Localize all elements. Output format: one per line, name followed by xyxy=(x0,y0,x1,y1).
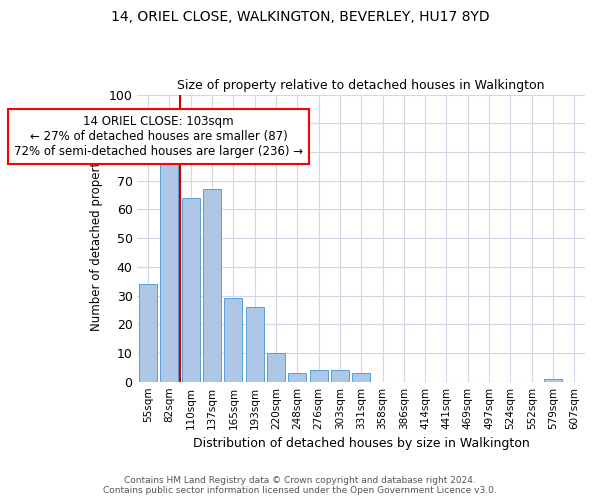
Bar xyxy=(139,284,157,382)
Bar xyxy=(331,370,349,382)
Text: 14 ORIEL CLOSE: 103sqm
← 27% of detached houses are smaller (87)
72% of semi-det: 14 ORIEL CLOSE: 103sqm ← 27% of detached… xyxy=(14,114,303,158)
Title: Size of property relative to detached houses in Walkington: Size of property relative to detached ho… xyxy=(178,79,545,92)
Bar xyxy=(245,307,264,382)
Bar xyxy=(288,373,307,382)
Bar xyxy=(352,373,370,382)
Bar xyxy=(267,353,285,382)
Bar xyxy=(203,190,221,382)
Y-axis label: Number of detached properties: Number of detached properties xyxy=(90,145,103,331)
Bar xyxy=(224,298,242,382)
Bar xyxy=(160,146,178,382)
Text: Contains HM Land Registry data © Crown copyright and database right 2024.
Contai: Contains HM Land Registry data © Crown c… xyxy=(103,476,497,495)
Bar xyxy=(182,198,200,382)
Bar xyxy=(310,370,328,382)
Text: 14, ORIEL CLOSE, WALKINGTON, BEVERLEY, HU17 8YD: 14, ORIEL CLOSE, WALKINGTON, BEVERLEY, H… xyxy=(110,10,490,24)
Bar xyxy=(544,379,562,382)
X-axis label: Distribution of detached houses by size in Walkington: Distribution of detached houses by size … xyxy=(193,437,530,450)
